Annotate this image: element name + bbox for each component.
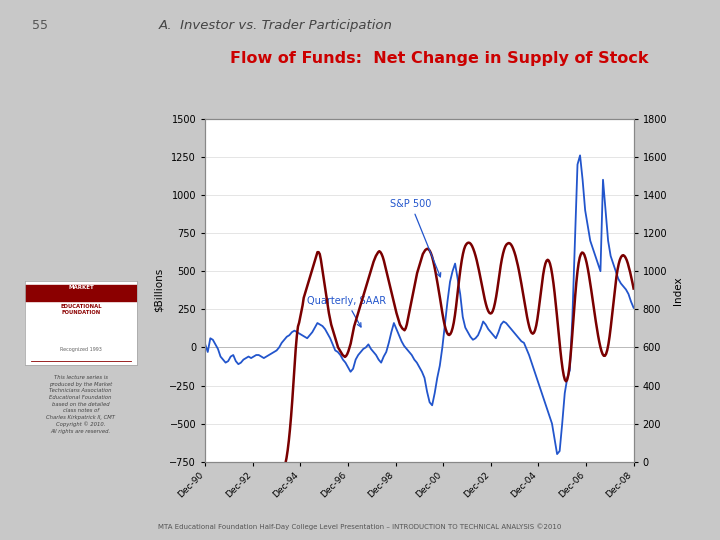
- Text: MARKET: MARKET: [68, 285, 94, 290]
- Text: Recognized 1993: Recognized 1993: [60, 347, 102, 352]
- Text: S&P 500: S&P 500: [390, 199, 441, 277]
- Bar: [25, 285, 137, 301]
- Text: MTA Educational Foundation Half-Day College Level Presentation – INTRODUCTION TO: MTA Educational Foundation Half-Day Coll…: [158, 524, 562, 530]
- Text: 55: 55: [32, 19, 48, 32]
- Y-axis label: Index: Index: [672, 276, 683, 305]
- Y-axis label: $Billions: $Billions: [154, 268, 164, 312]
- Text: A.  Investor vs. Trader Participation: A. Investor vs. Trader Participation: [158, 19, 392, 32]
- Text: Quarterly, SAAR: Quarterly, SAAR: [307, 295, 386, 327]
- Text: TECHNICIANS
ASSOCIATION
EDUCATIONAL
FOUNDATION: TECHNICIANS ASSOCIATION EDUCATIONAL FOUN…: [60, 292, 102, 315]
- Text: Flow of Funds:  Net Change in Supply of Stock: Flow of Funds: Net Change in Supply of S…: [230, 51, 649, 66]
- Text: This lecture series is
produced by the Market
Technicians Association
Educationa: This lecture series is produced by the M…: [46, 375, 115, 434]
